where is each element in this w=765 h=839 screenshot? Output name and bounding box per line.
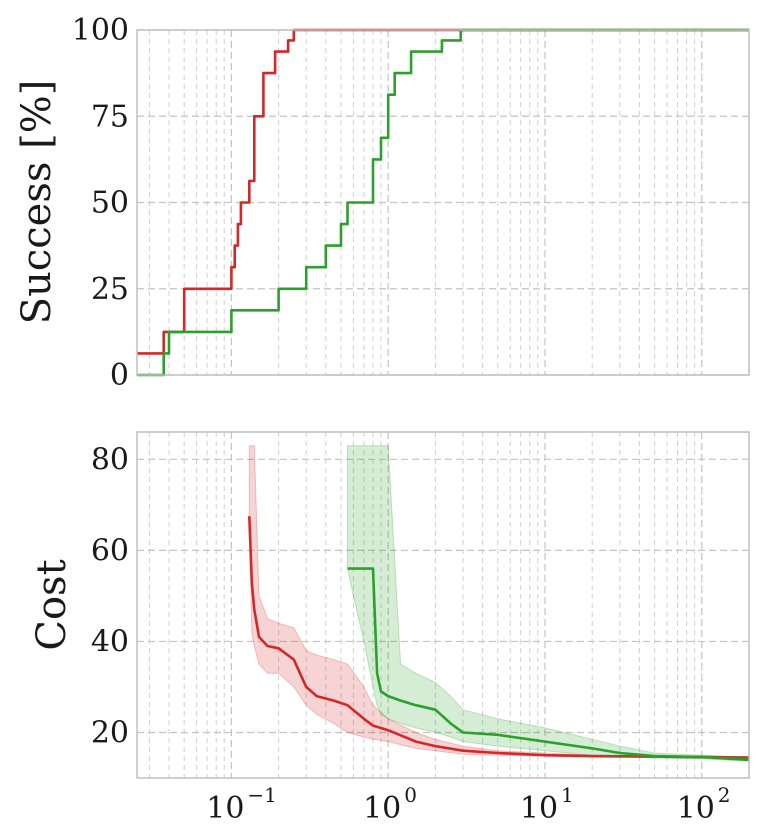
cost-x-tick-label: 10 bbox=[206, 791, 244, 826]
cost-x-tick-exponent: 2 bbox=[718, 783, 731, 807]
success-frame bbox=[136, 29, 750, 376]
success-y-ticks: 0 25 50 75 100 bbox=[72, 13, 129, 393]
cost-y-tick-label: 20 bbox=[91, 715, 129, 750]
success-y-tick-label: 0 bbox=[110, 358, 129, 393]
cost-y-ticks: 20 40 60 80 bbox=[91, 442, 129, 750]
cost-frame bbox=[136, 431, 750, 779]
success-y-tick-label: 75 bbox=[91, 99, 129, 134]
success-series-1-line bbox=[137, 28, 749, 377]
cost-x-tick-exponent: 0 bbox=[404, 783, 417, 807]
success-series-0-line bbox=[137, 28, 749, 355]
cost-y-axis-label: Cost bbox=[29, 559, 75, 650]
success-y-tick-label: 100 bbox=[72, 13, 129, 48]
success-series-group bbox=[137, 28, 749, 377]
cost-x-tick-label: 10 bbox=[677, 791, 715, 826]
cost-y-tick-label: 80 bbox=[91, 442, 129, 477]
cost-series-1-line bbox=[347, 567, 750, 762]
cost-x-tick-exponent: 1 bbox=[561, 783, 574, 807]
cost-x-ticks: 10 −1 10 0 10 1 10 2 bbox=[206, 783, 730, 826]
cost-y-tick-label: 60 bbox=[91, 533, 129, 568]
success-y-axis-label: Success [%] bbox=[14, 80, 60, 325]
cost-x-tick-label: 10 bbox=[363, 791, 401, 826]
cost-grid bbox=[137, 432, 749, 778]
success-y-tick-label: 25 bbox=[91, 272, 129, 307]
cost-series-0-line bbox=[248, 516, 750, 759]
cost-plot-area bbox=[137, 432, 749, 778]
cost-y-tick-label: 40 bbox=[91, 624, 129, 659]
success-grid bbox=[137, 29, 749, 376]
success-panel: 0 25 50 75 100 Success [%] bbox=[14, 13, 750, 393]
cost-x-tick-exponent: −1 bbox=[247, 783, 276, 807]
success-y-tick-label: 50 bbox=[91, 186, 129, 221]
cost-x-tick-label: 10 bbox=[520, 791, 558, 826]
